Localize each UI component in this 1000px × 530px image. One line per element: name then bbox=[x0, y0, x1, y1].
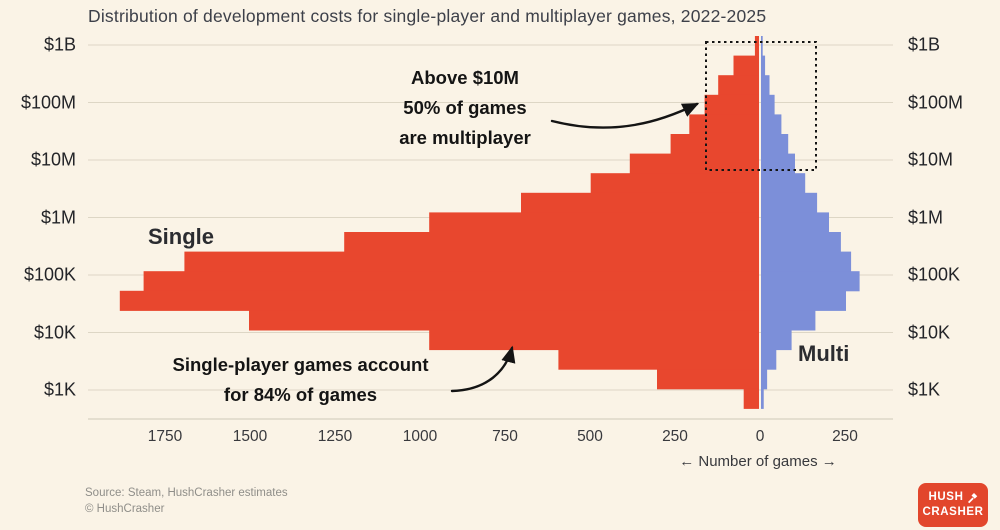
bar-single-1m bbox=[429, 212, 759, 233]
y-tick-right-1b: $1B bbox=[908, 34, 941, 55]
logo-line1: HUSH bbox=[928, 491, 964, 504]
bar-multi-5k bbox=[761, 349, 777, 370]
bar-single-10m bbox=[629, 153, 759, 174]
y-tick-right-100k: $100K bbox=[908, 264, 961, 285]
annotation-above-10m: Above $10M 50% of games are multiplayer bbox=[330, 63, 600, 153]
y-tick-left-10m: $10M bbox=[30, 149, 76, 170]
pyramid-bars bbox=[119, 36, 860, 409]
arrow-to-single-area bbox=[450, 345, 516, 393]
y-tick-left-10k: $10K bbox=[33, 322, 76, 342]
bar-multi-50m bbox=[761, 114, 782, 135]
source-text: Source: Steam, HushCrasher estimates bbox=[85, 487, 288, 499]
bar-multi-500m bbox=[761, 55, 766, 76]
bar-multi-100m bbox=[761, 94, 775, 115]
x-tick-750: 750 bbox=[492, 428, 518, 445]
bar-single-100m bbox=[704, 94, 759, 115]
logo-line2: CRASHER bbox=[922, 506, 984, 518]
bar-multi-200m bbox=[761, 75, 770, 96]
bar-multi-1k bbox=[761, 388, 764, 409]
bar-single-1b bbox=[754, 36, 759, 57]
bar-multi-20m bbox=[761, 134, 789, 155]
annotation-84-percent-line1: Single-player games account bbox=[172, 354, 429, 375]
y-tick-right-10m: $10M bbox=[908, 149, 954, 170]
y-tick-right-10k: $10K bbox=[908, 322, 951, 342]
x-tick-250-right: 250 bbox=[832, 428, 858, 445]
arrow-to-highlight-box bbox=[550, 102, 700, 129]
x-tick-1500: 1500 bbox=[232, 428, 268, 445]
y-tick-left-100k: $100K bbox=[23, 264, 76, 285]
y-tick-right-1k: $1K bbox=[908, 379, 941, 400]
x-tick-1000: 1000 bbox=[402, 428, 438, 445]
chart-title: Distribution of development costs for si… bbox=[88, 6, 767, 26]
series-label-single: Single bbox=[148, 224, 215, 249]
x-tick-500: 500 bbox=[577, 428, 603, 445]
bar-single-200k bbox=[184, 251, 759, 272]
x-tick-0: 0 bbox=[755, 428, 765, 445]
annotation-84-percent: Single-player games account for 84% of g… bbox=[128, 350, 473, 410]
bar-multi-10k bbox=[761, 330, 792, 351]
x-tick-1750: 1750 bbox=[147, 428, 183, 445]
y-tick-right-1m: $1M bbox=[908, 207, 944, 227]
bar-multi-1m bbox=[761, 212, 829, 233]
bar-multi-2m bbox=[761, 192, 818, 213]
bar-single-200m bbox=[718, 75, 759, 96]
y-tick-left-1k: $1K bbox=[43, 379, 76, 400]
annotation-above-10m-line2: 50% of games bbox=[403, 96, 527, 118]
bar-multi-1b bbox=[761, 36, 763, 57]
bar-single-50m bbox=[689, 114, 759, 135]
x-tick-1250: 1250 bbox=[317, 428, 353, 445]
bar-single-100k bbox=[143, 271, 760, 292]
bar-single-10k bbox=[429, 330, 759, 351]
bar-single-2k bbox=[657, 369, 759, 390]
y-tick-left-100m: $100M bbox=[20, 92, 76, 112]
y-tick-right-100m: $100M bbox=[908, 92, 964, 112]
bar-single-5m bbox=[590, 173, 759, 194]
bar-single-500m bbox=[733, 55, 759, 76]
bar-single-50k bbox=[119, 290, 760, 311]
series-label-multi: Multi bbox=[798, 341, 850, 366]
bar-multi-20k bbox=[761, 310, 816, 331]
annotation-above-10m-line1: Above $10M bbox=[411, 67, 519, 88]
x-axis-caption: ← Number of games → bbox=[679, 453, 837, 470]
annotation-above-10m-line3: are multiplayer bbox=[399, 126, 531, 148]
bar-multi-5m bbox=[761, 173, 806, 194]
bar-multi-200k bbox=[761, 251, 852, 272]
bar-single-500k bbox=[344, 232, 759, 253]
bar-multi-2k bbox=[761, 369, 768, 390]
hammer-icon bbox=[967, 492, 977, 503]
bar-single-2m bbox=[521, 192, 759, 213]
bar-single-20k bbox=[249, 310, 759, 331]
bar-single-1k bbox=[743, 388, 759, 409]
bar-multi-50k bbox=[761, 290, 846, 311]
highlight-box-above-10m bbox=[705, 41, 817, 171]
bar-multi-500k bbox=[761, 232, 841, 253]
x-tick-250-left: 250 bbox=[662, 428, 688, 445]
bar-single-5k bbox=[558, 349, 759, 370]
bar-multi-100k bbox=[761, 271, 860, 292]
copyright-text: © HushCrasher bbox=[85, 503, 165, 515]
y-tick-left-1b: $1B bbox=[43, 34, 76, 55]
annotation-84-percent-line2: for 84% of games bbox=[223, 383, 378, 405]
bar-multi-10m bbox=[761, 153, 795, 174]
y-tick-left-1m: $1M bbox=[40, 207, 76, 227]
bar-single-20m bbox=[670, 134, 759, 155]
hushcrasher-logo: HUSH CRASHER bbox=[918, 483, 988, 527]
